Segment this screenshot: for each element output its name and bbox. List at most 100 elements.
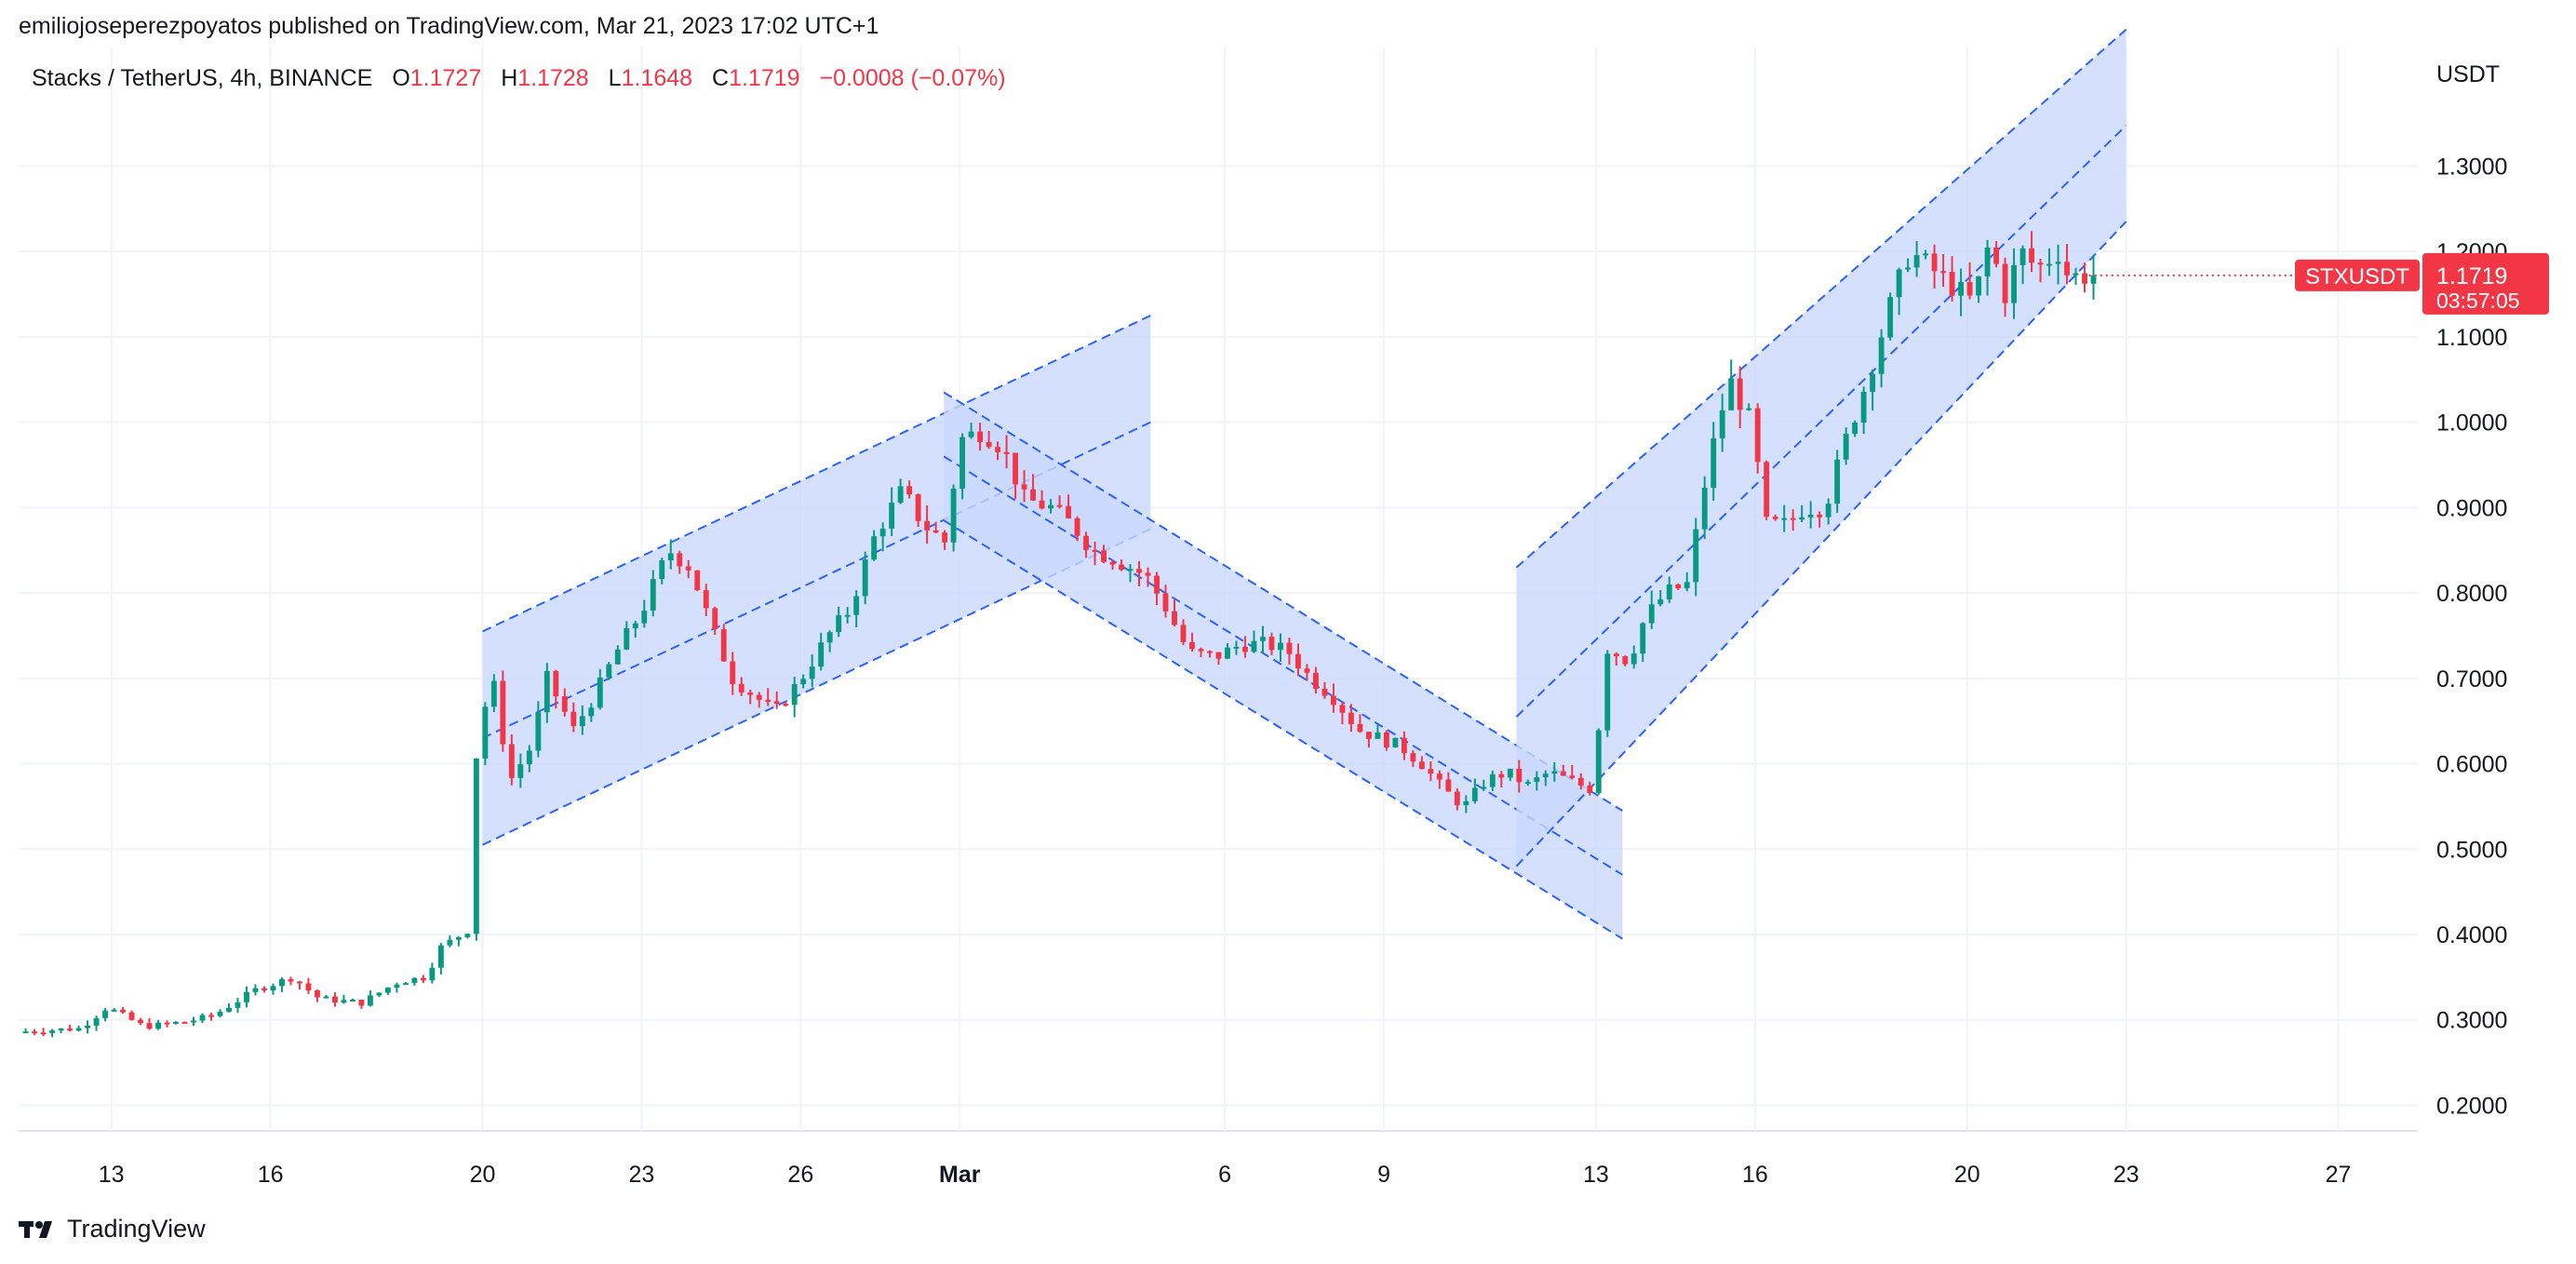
time-tick-label: 16 bbox=[258, 1162, 284, 1188]
candle-body bbox=[1463, 800, 1469, 806]
candle-body bbox=[1896, 269, 1902, 298]
candle-body bbox=[411, 977, 418, 984]
candle-body bbox=[67, 1028, 74, 1031]
candle-body bbox=[1127, 569, 1134, 571]
candle-body bbox=[1215, 652, 1222, 659]
candle-body bbox=[173, 1021, 179, 1024]
candles bbox=[22, 231, 2097, 1038]
candle-body bbox=[85, 1025, 91, 1029]
candle-body bbox=[561, 696, 568, 712]
tradingview-logo[interactable]: TradingView bbox=[19, 1215, 206, 1244]
candle-body bbox=[1940, 271, 1947, 274]
candle-body bbox=[1675, 584, 1682, 589]
candle-body bbox=[677, 553, 683, 567]
candle-body bbox=[1436, 773, 1442, 780]
candle-body bbox=[1322, 688, 1328, 696]
channel-lower-1[interactable] bbox=[482, 528, 1151, 846]
candle-body bbox=[1083, 535, 1089, 550]
candle-body bbox=[924, 520, 931, 531]
candle-body bbox=[2064, 262, 2070, 276]
candle-body bbox=[1577, 777, 1584, 786]
channel-drawings[interactable] bbox=[482, 28, 2127, 940]
candle-body bbox=[535, 712, 542, 751]
candle-body bbox=[1560, 771, 1566, 776]
candle-body bbox=[1542, 773, 1549, 778]
candle-body bbox=[1984, 247, 1991, 276]
candle-body bbox=[783, 704, 789, 706]
candle-body bbox=[1109, 561, 1116, 565]
candle-body bbox=[191, 1020, 196, 1023]
candle-body bbox=[2002, 263, 2008, 303]
time-tick-label: Mar bbox=[939, 1162, 981, 1188]
candle-body bbox=[1878, 337, 1885, 374]
candle-body bbox=[703, 590, 709, 609]
candle-body bbox=[1233, 646, 1240, 649]
channel-fill-3[interactable] bbox=[1516, 29, 2127, 867]
candle-body bbox=[252, 988, 259, 992]
channel-upper-2[interactable] bbox=[943, 391, 1623, 812]
candle-body bbox=[402, 983, 409, 986]
price-tick-label: 0.7000 bbox=[2436, 666, 2507, 693]
candle-body bbox=[217, 1011, 223, 1016]
candle-body bbox=[1498, 773, 1505, 778]
candle-body bbox=[244, 991, 249, 1002]
channel-mid-2[interactable] bbox=[943, 455, 1623, 876]
candle-body bbox=[800, 679, 807, 685]
price-tick-label: 0.2000 bbox=[2436, 1093, 2507, 1119]
candle-body bbox=[694, 570, 701, 591]
candle-body bbox=[1383, 732, 1389, 748]
candle-body bbox=[906, 486, 913, 495]
candle-body bbox=[2029, 248, 2034, 263]
candle-body bbox=[490, 680, 497, 707]
candle-body bbox=[773, 701, 780, 705]
channel-mid-3[interactable] bbox=[1515, 125, 2127, 718]
candle-body bbox=[818, 642, 825, 667]
candle-body bbox=[1772, 517, 1778, 519]
candle-body bbox=[1657, 598, 1664, 605]
candle-body bbox=[1966, 282, 1973, 296]
candle-body bbox=[1843, 433, 1849, 460]
candle-body bbox=[1304, 668, 1310, 673]
channel-lower-2[interactable] bbox=[943, 519, 1623, 940]
channel-upper-1[interactable] bbox=[482, 315, 1151, 633]
price-axis-unit: USDT bbox=[2436, 61, 2500, 87]
candle-body bbox=[1630, 653, 1637, 665]
candle-body bbox=[500, 680, 506, 745]
channel-upper-3[interactable] bbox=[1515, 28, 2127, 569]
price-tick-label: 0.3000 bbox=[2436, 1008, 2507, 1034]
candle-body bbox=[288, 978, 294, 982]
candle-body bbox=[155, 1022, 161, 1029]
candle-body bbox=[1119, 564, 1124, 570]
channel-fill-2[interactable] bbox=[944, 392, 1623, 939]
candle-body bbox=[1613, 653, 1619, 657]
candle-body bbox=[1225, 647, 1230, 659]
candle-body bbox=[1375, 732, 1381, 739]
candle-body bbox=[331, 996, 338, 1003]
candle-body bbox=[447, 939, 453, 946]
candle-body bbox=[358, 999, 365, 1006]
candle-body bbox=[897, 486, 904, 504]
candle-body bbox=[75, 1028, 82, 1031]
candle-body bbox=[889, 503, 895, 529]
candle-body bbox=[1339, 705, 1346, 713]
change-value: −0.0008 (−0.07%) bbox=[819, 65, 1006, 91]
candle-body bbox=[1684, 582, 1690, 589]
candle-body bbox=[1551, 771, 1558, 774]
candle-body bbox=[1207, 651, 1213, 653]
time-axis[interactable]: 13 16 20 23 26 Mar 6 9 13 16 20 23 27 bbox=[99, 1162, 2352, 1188]
candle-body bbox=[650, 579, 656, 611]
candle-body bbox=[315, 989, 320, 998]
price-axis[interactable]: 0.2000 0.3000 0.4000 0.5000 0.6000 0.7000 0.80… bbox=[2436, 61, 2507, 1119]
candle-body bbox=[1286, 642, 1293, 654]
publisher-line: emiliojoseperezpoyatos published on Trad… bbox=[19, 13, 879, 39]
time-tick-label: 20 bbox=[470, 1162, 496, 1188]
candle-body bbox=[1392, 737, 1399, 748]
candle-body bbox=[2055, 262, 2061, 264]
candle-body bbox=[1976, 276, 1982, 296]
price-tick-label: 1.0000 bbox=[2436, 410, 2507, 437]
candle-body bbox=[915, 494, 921, 521]
candle-body bbox=[349, 999, 356, 1002]
candle-body bbox=[1021, 484, 1027, 490]
tradingview-logo-icon bbox=[19, 1220, 52, 1238]
